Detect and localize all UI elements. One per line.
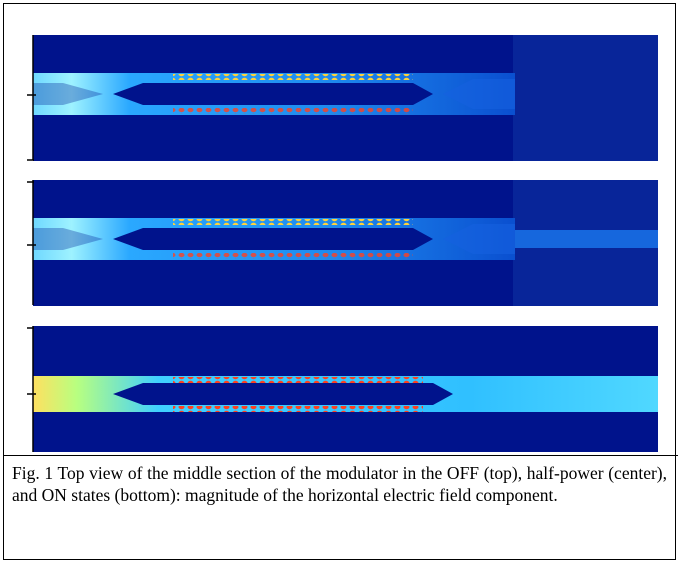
panel-on (33, 326, 658, 452)
field-maps (27, 35, 658, 452)
caption-rule (3, 455, 678, 456)
panel-off (33, 35, 658, 161)
figure-caption: Fig. 1 Top view of the middle section of… (12, 463, 667, 505)
figure-frame (3, 3, 676, 560)
axis-ticks (27, 35, 36, 452)
panel-half (33, 180, 658, 306)
